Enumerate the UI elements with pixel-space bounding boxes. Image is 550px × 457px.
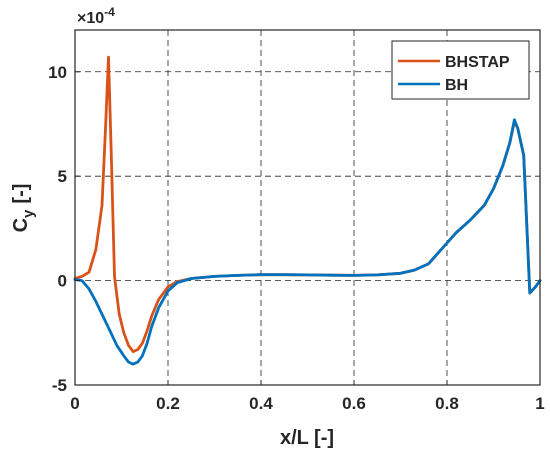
y-tick-label: -5 bbox=[52, 376, 67, 395]
plot-border bbox=[74, 29, 541, 386]
y-tick-label: 0 bbox=[58, 272, 67, 291]
y-axis-label: Cy[-] bbox=[10, 184, 37, 233]
x-tick-label: 1 bbox=[535, 394, 544, 413]
y-exponent: ×10-4 bbox=[77, 5, 115, 27]
x-tick-label: 0.8 bbox=[435, 394, 459, 413]
legend-label-bh: BH bbox=[445, 77, 468, 94]
x-tick-label: 0.4 bbox=[249, 394, 273, 413]
x-axis-label: x/L [-] bbox=[280, 427, 334, 449]
legend-box bbox=[391, 40, 530, 100]
series-group bbox=[73, 55, 542, 366]
y-tick-label: 10 bbox=[48, 63, 67, 82]
grid bbox=[75, 30, 540, 385]
legend-label-bhstap: BHSTAP bbox=[445, 54, 510, 71]
x-tick-label: 0.6 bbox=[342, 394, 366, 413]
x-tick-label: 0 bbox=[70, 394, 79, 413]
legend: BHSTAP BH bbox=[391, 40, 530, 100]
series-line-bh bbox=[73, 118, 542, 366]
x-tick-label: 0.2 bbox=[156, 394, 180, 413]
y-tick-label: 5 bbox=[58, 167, 67, 186]
